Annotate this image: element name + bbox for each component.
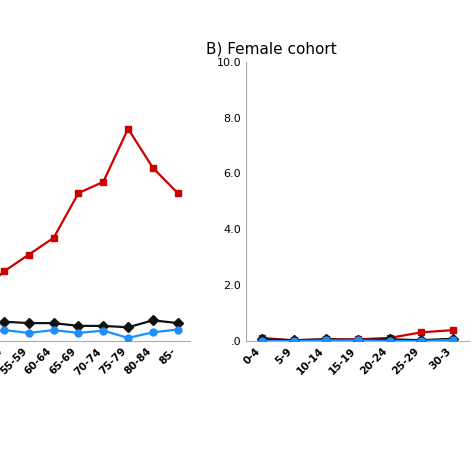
Text: B) Female cohort: B) Female cohort: [206, 41, 337, 56]
